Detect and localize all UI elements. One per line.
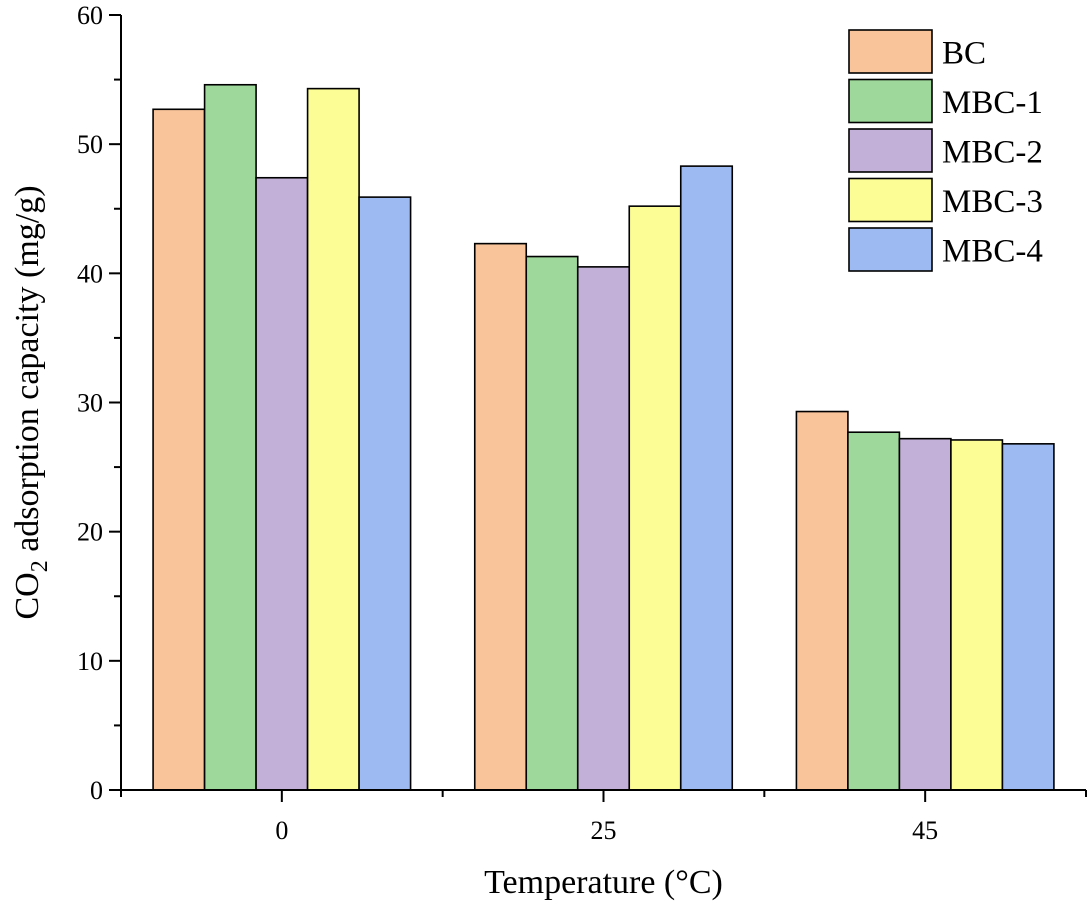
bar-bc-0: [152, 108, 206, 791]
legend-swatch-bc: [848, 29, 933, 74]
bar-mbc-1-45: [847, 431, 901, 791]
legend-swatch-mbc-2: [848, 128, 933, 173]
bar-mbc-3-0: [306, 87, 360, 791]
legend-label-mbc-3: MBC-3: [942, 184, 1043, 220]
x-axis-title: Temperature (°C): [484, 864, 723, 901]
y-axis-title: CO2 adsorption capacity (mg/g): [9, 185, 53, 619]
legend-swatch-mbc-3: [848, 177, 933, 223]
legend-label-bc: BC: [942, 36, 986, 72]
x-tick-label: 25: [591, 816, 617, 845]
y-axis-title-subscript: 2: [27, 560, 53, 572]
legend-label-mbc-1: MBC-1: [942, 85, 1043, 121]
bar-mbc-4-25: [679, 165, 734, 791]
bar-mbc-2-0: [255, 176, 309, 791]
legend-swatch-mbc-1: [848, 78, 933, 124]
y-tick-label: 0: [90, 776, 103, 805]
y-tick-label: 30: [77, 389, 103, 418]
bar-mbc-3-25: [628, 205, 682, 791]
bars-layer: [152, 83, 1055, 791]
bar-bc-45: [795, 410, 849, 791]
y-tick-label: 20: [77, 518, 103, 547]
x-ticks: 0 25 45: [120, 790, 1087, 845]
bar-mbc-1-0: [203, 83, 257, 791]
y-tick-label: 40: [77, 259, 103, 288]
y-tick-label: 50: [77, 130, 103, 159]
legend-swatch-mbc-4: [848, 227, 933, 272]
bar-mbc-4-45: [1001, 443, 1055, 791]
x-tick-label: 0: [275, 816, 288, 845]
y-tick-label: 60: [77, 1, 103, 30]
bar-mbc-2-25: [576, 266, 631, 791]
bar-mbc-1-25: [525, 255, 579, 791]
legend-label-mbc-2: MBC-2: [942, 135, 1043, 171]
bar-mbc-3-45: [950, 439, 1004, 791]
y-tick-label: 10: [77, 647, 103, 676]
bar-mbc-2-45: [898, 437, 952, 791]
legend-label-mbc-4: MBC-4: [942, 234, 1043, 270]
bar-mbc-4-0: [358, 196, 412, 791]
legend: BC MBC-1 MBC-2 MBC-3 MBC-4: [848, 29, 1043, 272]
y-axis-title-rest: adsorption capacity (mg/g): [9, 185, 46, 560]
y-ticks: 0 10 20 30 40 50 60: [77, 1, 121, 805]
x-tick-label: 45: [912, 816, 938, 845]
bar-bc-25: [473, 242, 528, 791]
y-axis-title-main: CO: [9, 572, 46, 619]
